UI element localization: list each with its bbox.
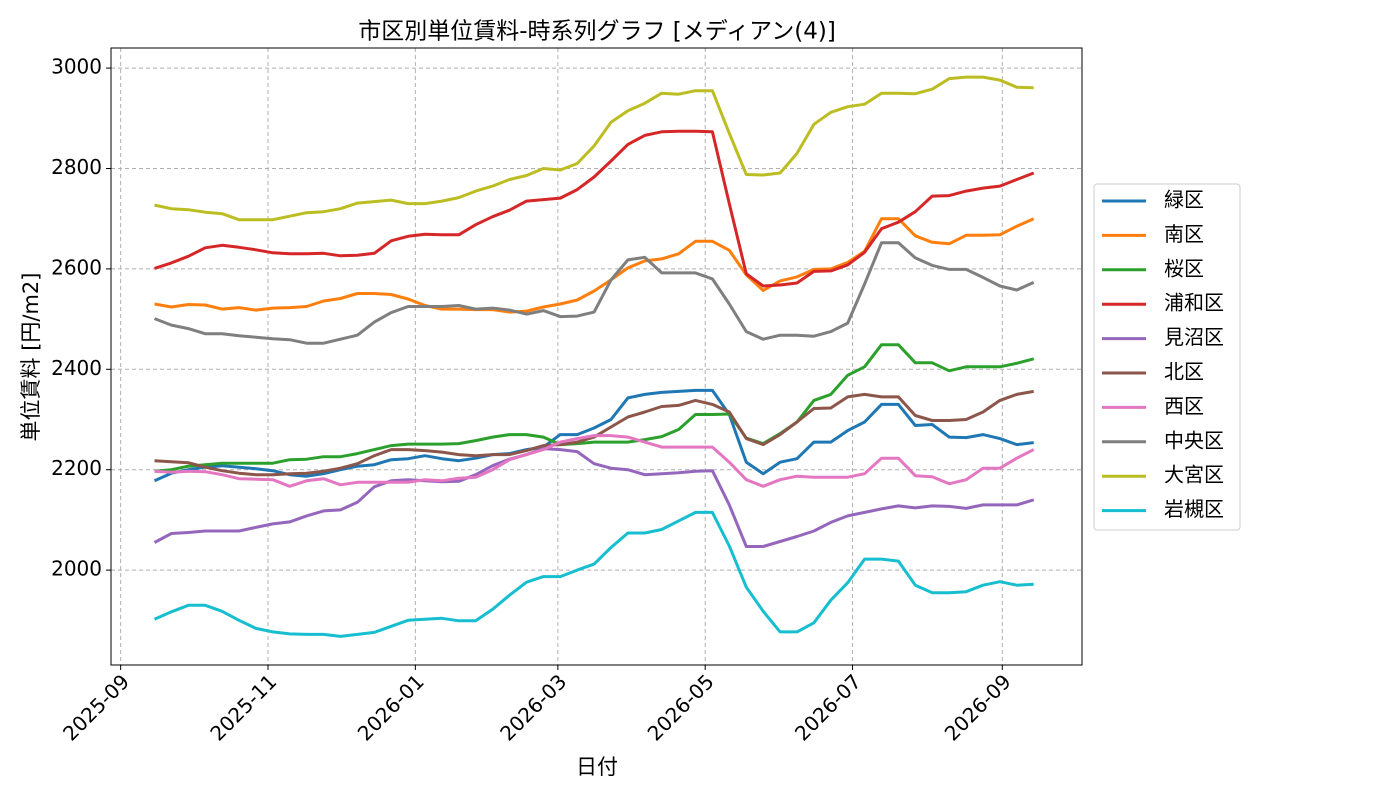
- y-tick-label: 2200: [51, 456, 102, 480]
- series-line: [154, 75, 1034, 222]
- series-line: [153, 241, 1035, 345]
- legend-label: 緑区: [1164, 188, 1204, 212]
- x-tick-label: 2026-07: [790, 669, 866, 745]
- series-line: [154, 434, 1035, 488]
- series-line: [153, 510, 1034, 638]
- x-tick-label: 2026-05: [643, 669, 719, 745]
- legend-label: 西区: [1164, 394, 1204, 418]
- plot-frame: [110, 47, 1083, 666]
- legend-label: 浦和区: [1164, 291, 1224, 315]
- legend-label: 中央区: [1164, 428, 1224, 452]
- y-tick-label: 2800: [51, 155, 102, 179]
- series-line: [154, 217, 1035, 314]
- legend-label: 岩槻区: [1164, 497, 1224, 521]
- y-tick-label: 2400: [51, 356, 102, 380]
- series-line: [153, 388, 1034, 483]
- x-tick-label: 2026-09: [940, 669, 1016, 745]
- y-axis-label: 単位賃料 [円/m2]: [19, 273, 43, 442]
- x-tick-label: 2025-09: [58, 669, 134, 745]
- y-tick-label: 2600: [51, 255, 102, 279]
- legend-label: 北区: [1164, 360, 1204, 384]
- y-tick-label: 3000: [51, 55, 102, 79]
- series-line: [154, 343, 1035, 473]
- legend-label: 見沼区: [1164, 325, 1224, 349]
- x-tick-label: 2025-11: [205, 669, 281, 745]
- legend-label: 大宮区: [1164, 463, 1224, 487]
- x-tick-label: 2026-01: [353, 669, 429, 745]
- legend-label: 南区: [1164, 222, 1204, 246]
- x-tick-label: 2026-03: [495, 669, 571, 745]
- x-axis-label: 日付: [576, 755, 618, 779]
- chart-title: 市区別単位賃料-時系列グラフ [メディアン(4)]: [358, 19, 836, 45]
- y-tick-label: 2000: [51, 557, 102, 581]
- series-line: [154, 129, 1035, 288]
- legend-label: 桜区: [1164, 256, 1204, 280]
- series-line: [153, 447, 1035, 548]
